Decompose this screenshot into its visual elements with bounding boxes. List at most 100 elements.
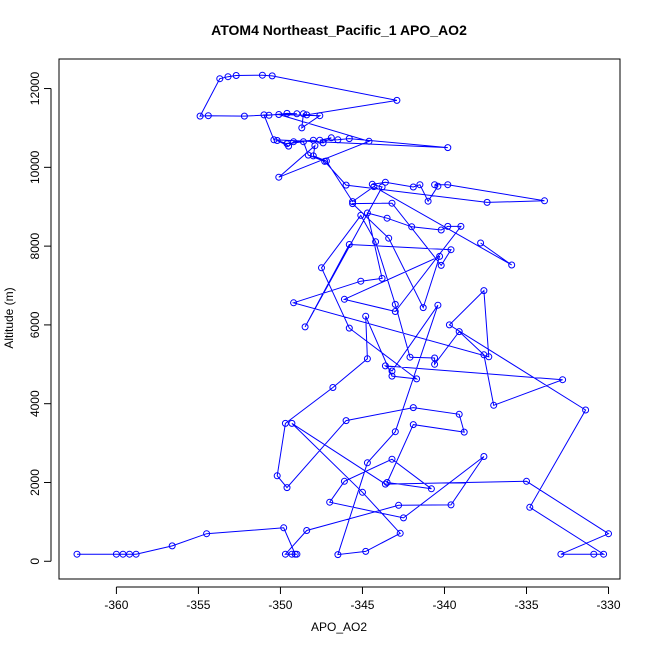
x-tick-label: -350 [268,598,292,612]
data-point [342,181,350,189]
data-point [388,372,396,380]
data-point [299,110,307,118]
data-point [457,222,465,230]
data-point [413,375,421,383]
data-point [345,241,353,248]
data-point [605,530,612,538]
data-point [365,137,373,145]
data-point [445,321,453,329]
data-point [258,71,266,79]
data-point [437,226,445,234]
data-point [600,550,608,558]
data-point [340,477,348,485]
data-point [73,550,81,558]
y-axis-label: Altitude (m) [2,287,16,348]
data-point [329,384,337,391]
data-point [395,501,403,509]
y-tick-label: 6000 [28,311,42,338]
data-point [316,136,324,144]
data-point [523,477,530,485]
data-point [363,459,371,467]
data-point [357,277,365,285]
data-point [378,274,386,282]
data-point [455,410,463,418]
x-tick-label: -355 [186,598,210,612]
data-point [349,200,357,208]
y-tick-label: 2000 [28,469,42,496]
data-point [409,183,417,191]
data-point [316,112,324,120]
y-tick-label: 4000 [28,390,42,417]
data-point [541,197,548,205]
x-tick-label: -340 [432,598,456,612]
data-point [318,264,325,272]
plot-frame [58,58,621,580]
data-point [444,222,452,230]
data-point [281,550,289,558]
data-point [396,529,404,537]
data-point [342,417,350,425]
data-point [559,376,567,384]
data-point [303,527,311,534]
data-point [447,501,455,509]
data-point [393,96,401,104]
data-point [391,428,399,436]
data-point [204,112,212,120]
data-point [309,152,317,160]
data-point [447,246,455,254]
data-point [388,455,396,463]
data-point [416,181,424,189]
data-point [582,406,590,414]
data-point [288,419,296,427]
data-point [340,295,348,303]
y-tick-label: 10000 [28,150,42,184]
data-point [273,137,281,144]
data-point [409,404,417,412]
data-point [345,135,353,143]
data-point [224,73,232,81]
data-point [203,530,211,538]
data-point [301,323,309,331]
data-point [363,209,371,217]
data-point [400,514,407,522]
data-point [372,238,380,246]
data-point [290,299,298,307]
x-tick-label: -345 [350,598,374,612]
data-point [326,498,334,506]
data-point [477,239,485,247]
data-point [275,111,283,118]
data-point [419,304,427,312]
data-point [196,112,204,120]
data-point [480,453,488,460]
y-axis: 0 2000 4000 6000 8000 10000 12000 [28,72,52,565]
data-point [362,312,370,320]
data-point [427,485,435,493]
data-point [385,234,393,242]
data-point [388,367,396,375]
data-point [383,479,391,486]
data-point [388,199,396,207]
data-point [444,181,452,189]
data-point [362,547,370,555]
x-tick-label: -330 [597,598,621,612]
data-point [265,111,273,119]
data-point [303,111,311,119]
data-point [334,136,342,144]
data-point [327,134,335,142]
data-point [391,300,399,308]
data-point [526,503,534,511]
x-tick-label: -360 [104,598,128,612]
data-point [349,198,357,206]
data-point [483,198,491,206]
data-point [431,181,439,189]
data-point [485,353,493,361]
data-point [298,124,306,132]
data-point [126,550,133,558]
data-point [590,550,598,558]
data-point [268,72,276,80]
data-point [270,136,278,144]
data-point [391,308,399,315]
data-point [490,401,498,409]
data-point [132,550,140,558]
